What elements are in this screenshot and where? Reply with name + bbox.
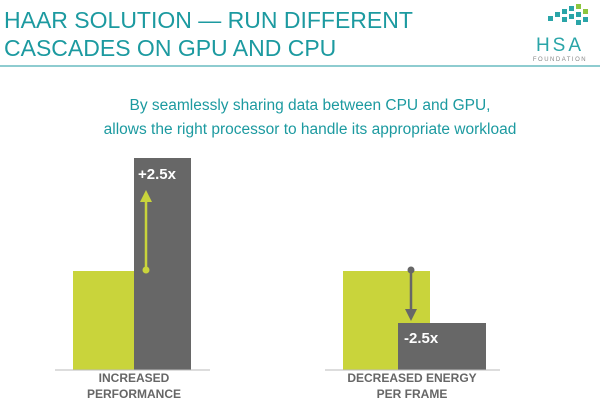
improved-bar	[134, 158, 191, 370]
logo-squares	[548, 4, 588, 25]
badge: +2.5x	[138, 166, 177, 183]
title-line: HAAR SOLUTION — RUN DIFFERENT	[4, 7, 413, 33]
panel-label: PERFORMANCE	[87, 387, 181, 401]
panel-label: INCREASED	[99, 371, 170, 385]
energy-panel: -2.5x DECREASED ENERGY PER FRAME	[325, 266, 500, 401]
improved-bar	[398, 323, 486, 370]
logo-name: HSA	[536, 35, 584, 56]
arrow-dot	[407, 266, 415, 274]
logo-sub: FOUNDATION	[533, 57, 587, 63]
subtitle-line: allows the right processor to handle its…	[104, 121, 517, 138]
panel-label: DECREASED ENERGY	[347, 371, 476, 385]
title-line: CASCADES ON GPU AND CPU	[4, 35, 336, 61]
baseline-bar	[73, 271, 134, 370]
subtitle-line: By seamlessly sharing data between CPU a…	[130, 97, 491, 114]
arrow-head	[405, 309, 417, 321]
panel-label: PER FRAME	[377, 387, 448, 401]
arrow-dot	[142, 266, 150, 274]
performance-panel: +2.5x INCREASED PERFORMANCE	[55, 158, 210, 401]
badge: -2.5x	[404, 330, 439, 347]
arrow-head	[140, 190, 152, 202]
